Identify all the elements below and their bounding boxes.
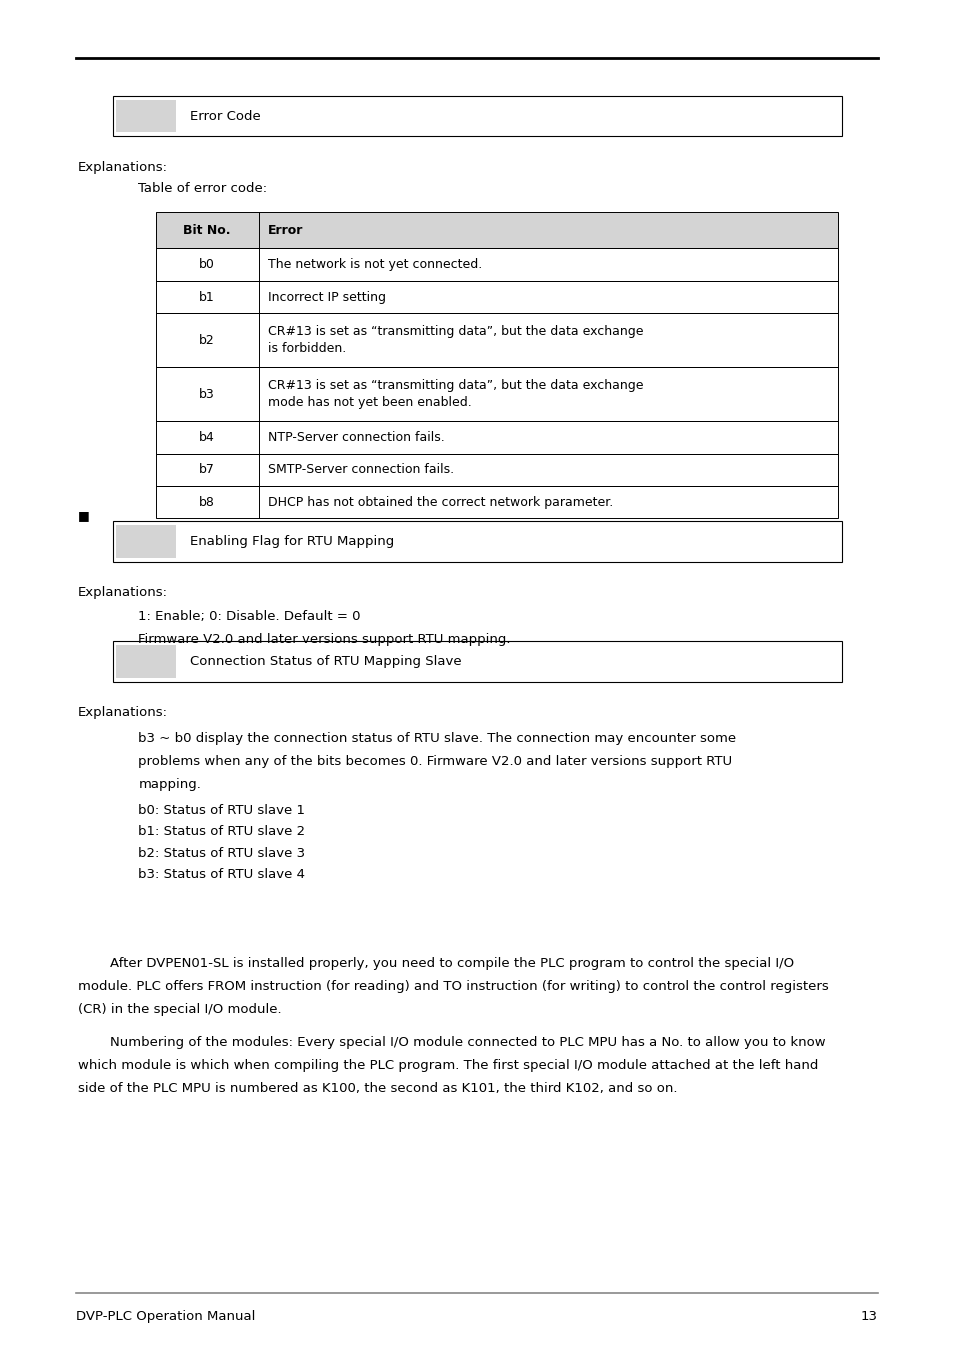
Bar: [116, 100, 175, 132]
Text: ■: ■: [78, 509, 90, 522]
Bar: [155, 367, 837, 421]
Text: After DVPEN01-SL is installed properly, you need to compile the PLC program to c: After DVPEN01-SL is installed properly, …: [110, 957, 793, 971]
Text: b7: b7: [199, 463, 214, 477]
Bar: [155, 313, 837, 367]
Text: mode has not yet been enabled.: mode has not yet been enabled.: [268, 397, 472, 409]
Text: is forbidden.: is forbidden.: [268, 343, 346, 355]
Text: b4: b4: [199, 431, 214, 444]
Text: b0: b0: [199, 258, 214, 271]
Bar: [155, 248, 837, 281]
Text: 13: 13: [860, 1310, 877, 1323]
Text: b3: b3: [199, 387, 214, 401]
Text: 1: Enable; 0: Disable. Default = 0: 1: Enable; 0: Disable. Default = 0: [138, 610, 360, 624]
Bar: [116, 645, 175, 678]
Text: b0: Status of RTU slave 1: b0: Status of RTU slave 1: [138, 803, 305, 817]
Text: Error: Error: [268, 224, 303, 236]
Text: CR#13 is set as “transmitting data”, but the data exchange: CR#13 is set as “transmitting data”, but…: [268, 379, 643, 391]
Bar: [112, 96, 841, 136]
Text: Incorrect IP setting: Incorrect IP setting: [268, 290, 386, 304]
Text: mapping.: mapping.: [138, 778, 201, 791]
Text: b1: b1: [199, 290, 214, 304]
Text: problems when any of the bits becomes 0. Firmware V2.0 and later versions suppor: problems when any of the bits becomes 0.…: [138, 755, 732, 768]
Text: NTP-Server connection fails.: NTP-Server connection fails.: [268, 431, 444, 444]
Text: b8: b8: [199, 495, 214, 509]
Text: Table of error code:: Table of error code:: [138, 182, 267, 196]
Text: Explanations:: Explanations:: [78, 586, 168, 599]
Bar: [155, 313, 837, 367]
Text: side of the PLC MPU is numbered as K100, the second as K101, the third K102, and: side of the PLC MPU is numbered as K100,…: [78, 1081, 677, 1095]
Text: Enabling Flag for RTU Mapping: Enabling Flag for RTU Mapping: [190, 535, 394, 548]
Bar: [112, 641, 841, 682]
Text: Explanations:: Explanations:: [78, 706, 168, 720]
Text: Numbering of the modules: Every special I/O module connected to PLC MPU has a No: Numbering of the modules: Every special …: [110, 1035, 824, 1049]
Text: b2: b2: [199, 333, 214, 347]
Text: b3: Status of RTU slave 4: b3: Status of RTU slave 4: [138, 868, 305, 882]
Bar: [155, 454, 837, 486]
Text: which module is which when compiling the PLC program. The first special I/O modu: which module is which when compiling the…: [78, 1058, 818, 1072]
Bar: [155, 248, 837, 281]
Bar: [155, 454, 837, 486]
Text: (CR) in the special I/O module.: (CR) in the special I/O module.: [78, 1003, 281, 1017]
Text: b2: Status of RTU slave 3: b2: Status of RTU slave 3: [138, 846, 305, 860]
Text: The network is not yet connected.: The network is not yet connected.: [268, 258, 482, 271]
Text: Bit No.: Bit No.: [183, 224, 231, 236]
Bar: [155, 281, 837, 313]
Bar: [155, 421, 837, 454]
Bar: [116, 525, 175, 558]
Text: Error Code: Error Code: [190, 109, 260, 123]
Text: Connection Status of RTU Mapping Slave: Connection Status of RTU Mapping Slave: [190, 655, 461, 668]
Text: Explanations:: Explanations:: [78, 161, 168, 174]
Text: b1: Status of RTU slave 2: b1: Status of RTU slave 2: [138, 825, 305, 838]
Text: SMTP-Server connection fails.: SMTP-Server connection fails.: [268, 463, 454, 477]
Bar: [112, 521, 841, 562]
Bar: [155, 212, 837, 248]
Bar: [155, 421, 837, 454]
Text: b3 ~ b0 display the connection status of RTU slave. The connection may encounter: b3 ~ b0 display the connection status of…: [138, 732, 736, 745]
Text: CR#13 is set as “transmitting data”, but the data exchange: CR#13 is set as “transmitting data”, but…: [268, 325, 643, 338]
Bar: [155, 212, 837, 248]
Bar: [155, 281, 837, 313]
Text: module. PLC offers FROM instruction (for reading) and TO instruction (for writin: module. PLC offers FROM instruction (for…: [78, 980, 828, 994]
Bar: [155, 486, 837, 518]
Text: Firmware V2.0 and later versions support RTU mapping.: Firmware V2.0 and later versions support…: [138, 633, 510, 647]
Bar: [155, 486, 837, 518]
Text: DHCP has not obtained the correct network parameter.: DHCP has not obtained the correct networ…: [268, 495, 613, 509]
Bar: [155, 367, 837, 421]
Text: DVP-PLC Operation Manual: DVP-PLC Operation Manual: [76, 1310, 255, 1323]
